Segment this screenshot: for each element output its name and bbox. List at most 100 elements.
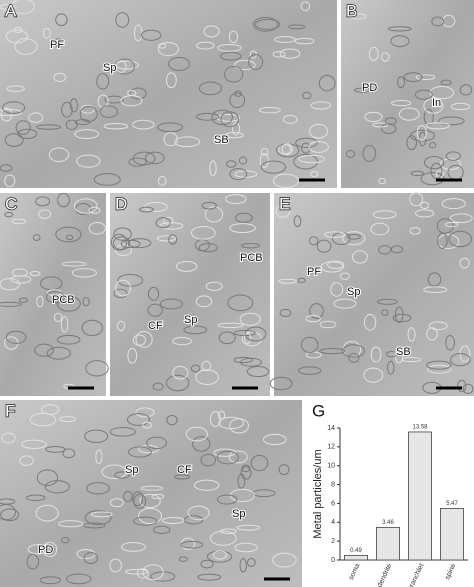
membrane xyxy=(272,51,286,58)
structure-label: PCB xyxy=(240,252,263,264)
membrane xyxy=(229,168,248,181)
structure-label: PCB xyxy=(52,294,75,306)
membrane xyxy=(445,334,455,351)
membrane xyxy=(29,412,57,427)
membrane xyxy=(234,59,256,71)
membrane xyxy=(35,504,59,522)
membrane xyxy=(135,330,153,348)
data-label: 3.46 xyxy=(382,520,394,526)
membrane xyxy=(370,346,382,363)
membrane xyxy=(110,233,128,251)
structure-label: PF xyxy=(307,266,321,278)
membrane xyxy=(205,281,223,291)
membrane xyxy=(437,232,448,249)
membrane xyxy=(142,564,164,581)
membrane xyxy=(86,482,110,495)
membrane xyxy=(113,288,128,299)
membrane xyxy=(101,464,127,480)
membrane xyxy=(391,99,412,107)
membrane xyxy=(372,210,397,219)
membrane xyxy=(56,295,81,312)
membrane xyxy=(293,215,302,228)
membrane xyxy=(11,0,35,14)
membrane xyxy=(297,277,307,283)
data-label: 13.58 xyxy=(412,425,428,431)
membrane xyxy=(414,209,435,218)
membrane xyxy=(157,175,167,186)
membrane xyxy=(88,222,106,235)
membrane xyxy=(83,522,106,529)
membrane xyxy=(244,326,267,342)
membrane xyxy=(198,243,218,253)
membrane xyxy=(218,416,245,430)
membrane xyxy=(132,151,156,166)
membrane xyxy=(376,298,398,305)
membrane xyxy=(0,108,23,117)
membrane xyxy=(262,433,287,446)
membrane xyxy=(380,123,397,134)
membrane xyxy=(120,542,146,552)
membrane xyxy=(185,426,208,442)
membrane xyxy=(234,542,258,553)
membrane xyxy=(197,573,222,581)
membrane xyxy=(237,473,246,489)
membrane xyxy=(342,344,365,358)
y-tick-label: 4 xyxy=(331,519,335,526)
membrane xyxy=(135,407,155,418)
membrane xyxy=(281,143,293,156)
membrane xyxy=(147,303,163,317)
membrane xyxy=(259,153,269,168)
membrane xyxy=(129,87,147,100)
membrane xyxy=(200,453,216,467)
membrane xyxy=(423,98,444,114)
membrane xyxy=(400,356,422,363)
membrane xyxy=(294,37,315,45)
membrane xyxy=(144,151,165,165)
membrane xyxy=(423,156,445,170)
membrane xyxy=(65,119,78,131)
membrane xyxy=(174,136,201,148)
structure-label: SB xyxy=(396,346,411,358)
membrane xyxy=(209,160,217,177)
membrane xyxy=(252,489,276,498)
membrane xyxy=(183,515,204,525)
membrane xyxy=(159,298,183,310)
membrane xyxy=(115,244,133,256)
bar xyxy=(376,526,400,561)
membrane xyxy=(233,356,253,364)
membrane xyxy=(139,493,161,509)
membrane xyxy=(96,73,110,90)
membrane xyxy=(209,530,237,546)
membrane xyxy=(21,439,47,449)
membrane xyxy=(211,109,233,126)
membrane xyxy=(163,132,178,147)
membrane xyxy=(216,450,239,465)
membrane xyxy=(240,242,261,249)
membrane xyxy=(26,553,40,570)
membrane xyxy=(298,366,322,375)
membrane xyxy=(409,227,421,235)
membrane xyxy=(104,95,124,104)
membrane xyxy=(441,198,466,210)
membrane xyxy=(0,277,20,291)
membrane xyxy=(38,209,52,219)
membrane xyxy=(81,319,103,337)
membrane xyxy=(386,360,395,375)
membrane xyxy=(11,268,28,277)
membrane xyxy=(246,365,270,378)
membrane xyxy=(93,173,121,186)
membrane xyxy=(200,559,214,569)
membrane xyxy=(138,206,154,213)
membrane xyxy=(46,346,71,360)
membrane xyxy=(425,122,450,130)
membrane xyxy=(445,151,461,161)
membrane xyxy=(1,101,26,114)
membrane xyxy=(195,369,219,386)
membrane xyxy=(397,76,406,89)
membrane xyxy=(55,13,68,27)
membrane xyxy=(190,364,201,373)
membrane xyxy=(132,491,144,507)
membrane xyxy=(406,135,418,151)
structure-label: PD xyxy=(38,544,53,556)
membrane xyxy=(155,217,171,229)
